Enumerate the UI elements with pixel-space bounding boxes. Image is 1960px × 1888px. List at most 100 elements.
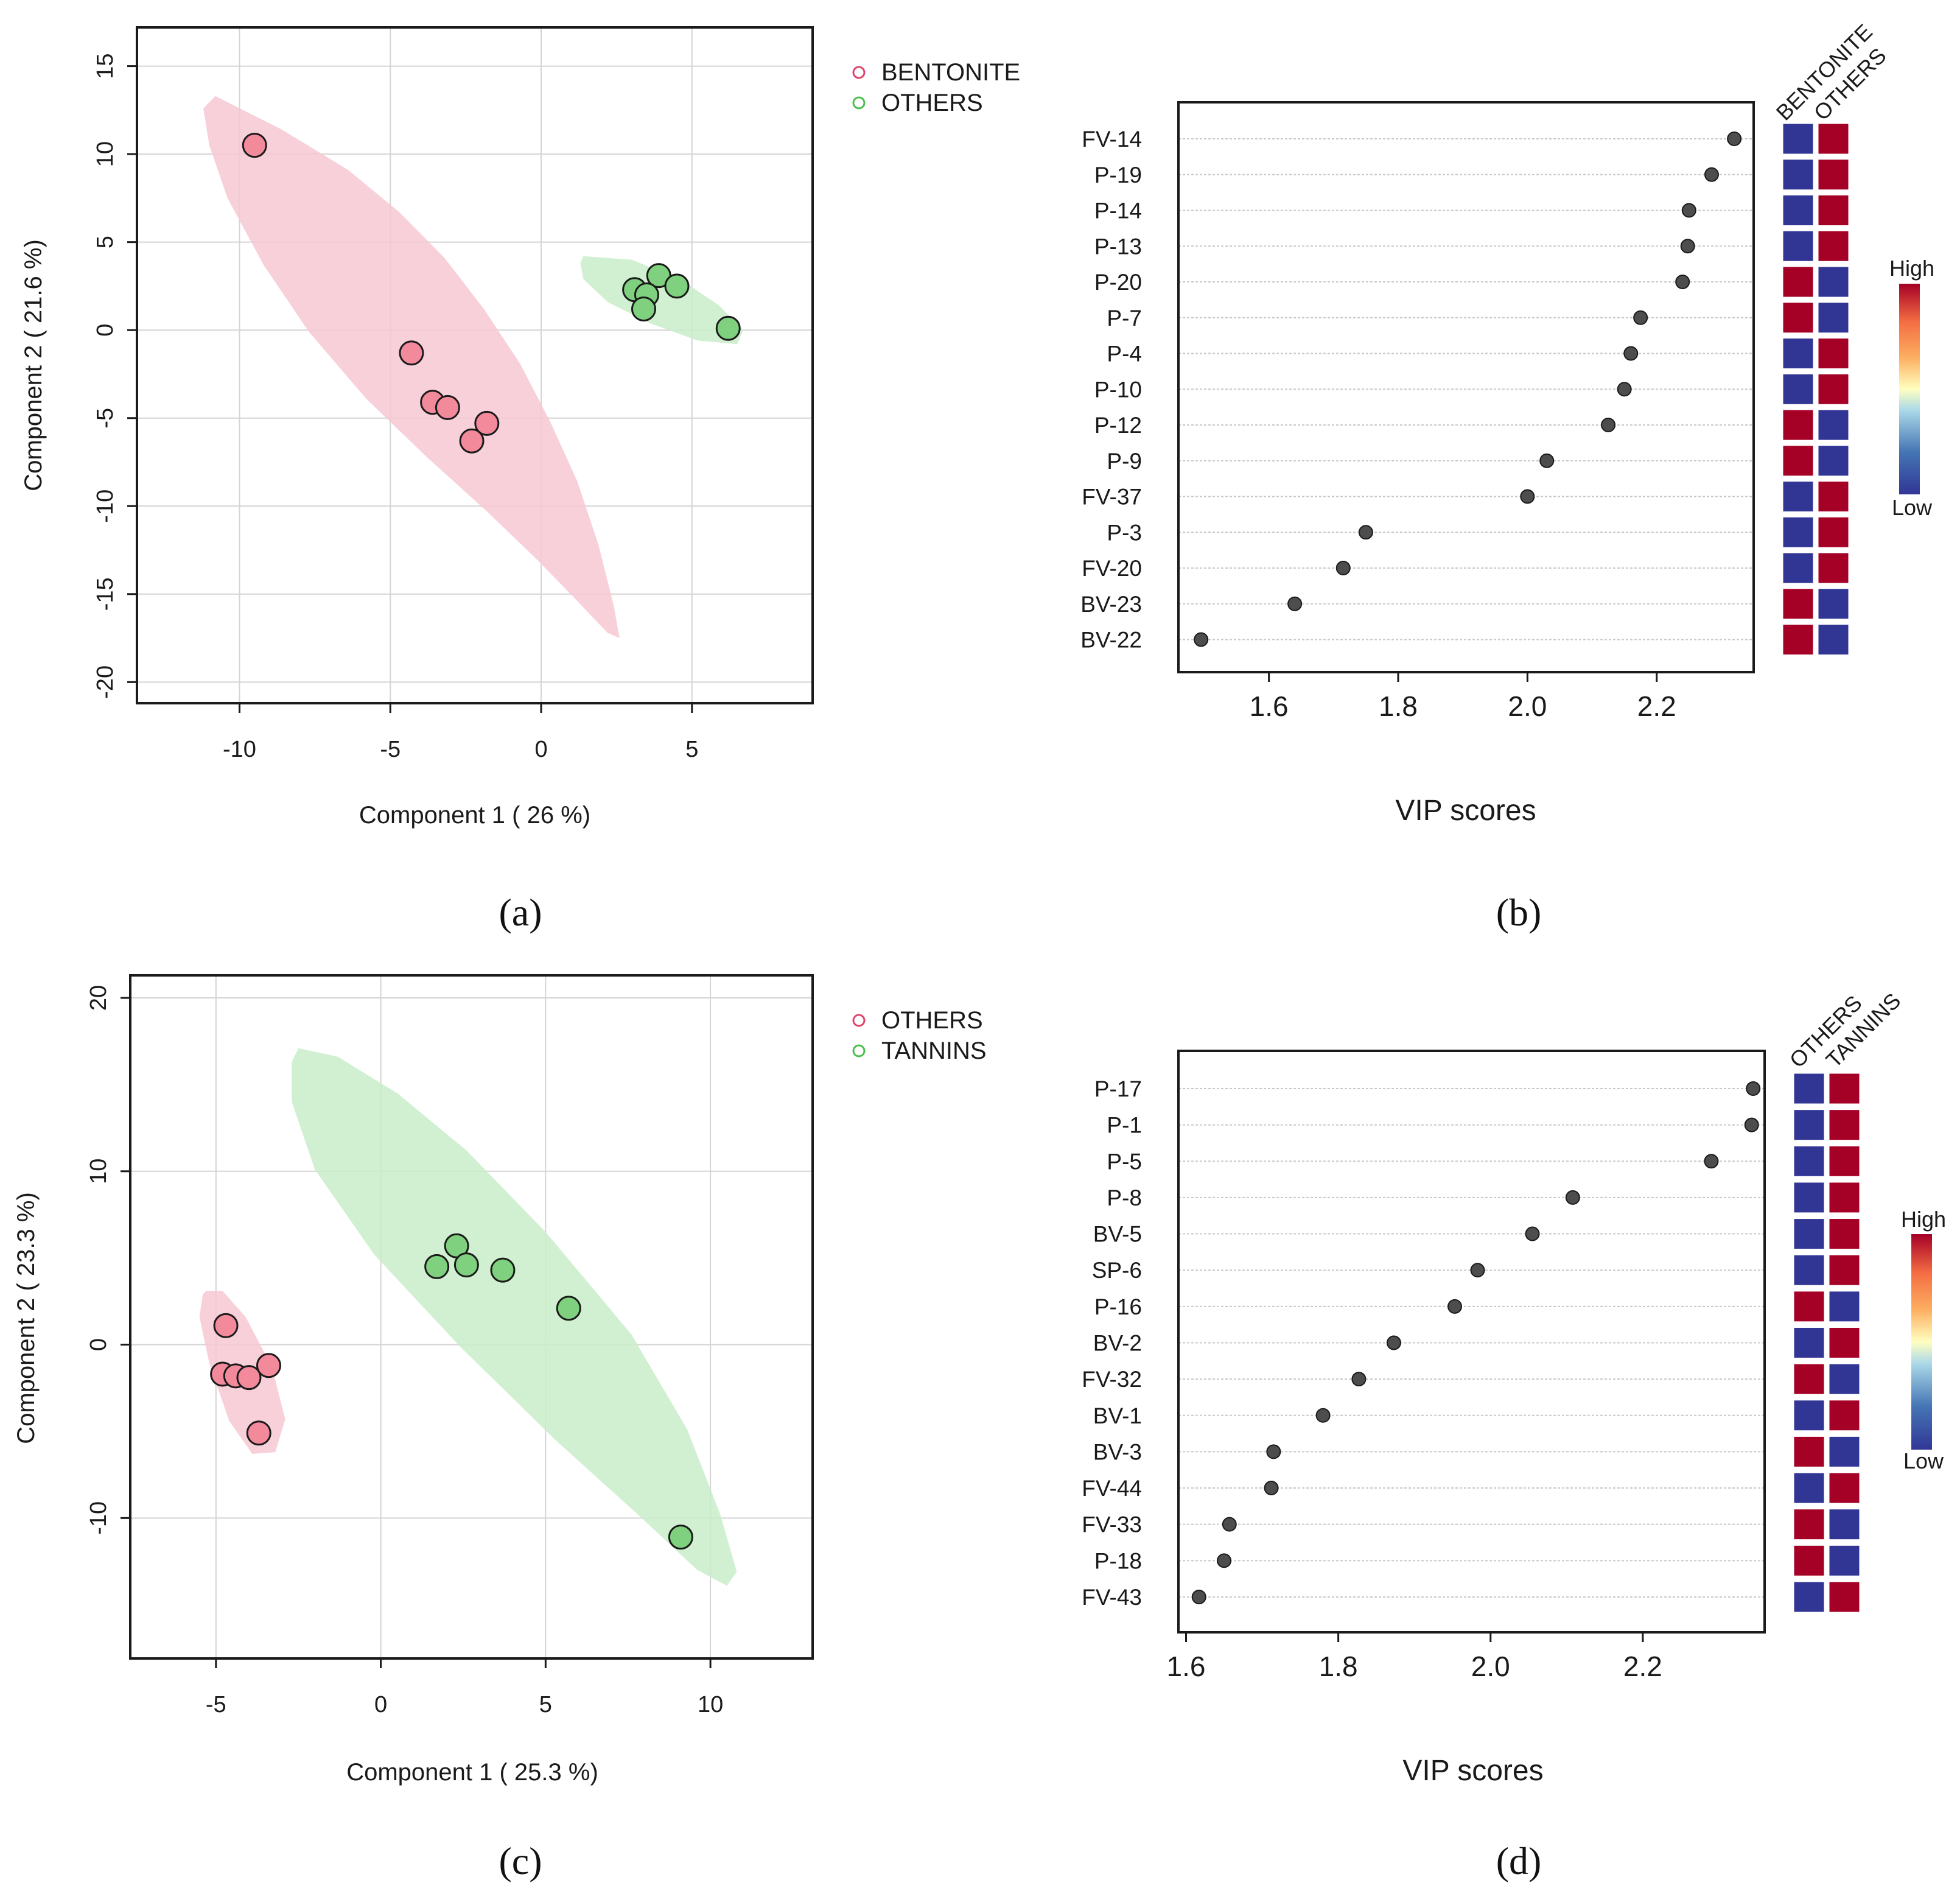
- panel-d-vip-dot-bv-2: [1386, 1335, 1401, 1350]
- panel-d-heat-cell-p-16-others: [1792, 1290, 1826, 1324]
- panel-d-feature-label: BV-5: [1093, 1222, 1142, 1247]
- panel-b-feature-label: P-9: [1107, 449, 1142, 474]
- panel-a-point-bentonite: [399, 340, 424, 366]
- panel-c: -5 0 5 10 -10 0 10 20 Component 1 ( 25.3 %) Co…: [13, 974, 987, 1883]
- panel-d-feature-label: SP-6: [1092, 1258, 1142, 1283]
- panel-a-plot-frame: [136, 26, 814, 704]
- panel-b-feature-label: FV-20: [1082, 556, 1142, 581]
- panel-d-rows: P-17 P-1 P-5 P-8 BV-5 SP-6 P-16 BV-2 FV-32 BV-1 BV…: [1082, 1076, 1765, 1610]
- panel-b-heat-cell-fv-14-bentonite: [1781, 122, 1815, 156]
- panel-b-heat-cell-p-4-bentonite: [1781, 337, 1815, 370]
- panel-b-heat-cell-p-20-bentonite: [1781, 265, 1815, 299]
- panel-b-feature-label: BV-22: [1080, 628, 1142, 653]
- panel-d-heat-cell-bv-3-tannins: [1827, 1434, 1861, 1469]
- panel-b-vip-dot-p-13: [1680, 239, 1695, 254]
- panel-b-vip-dot-fv-14: [1727, 132, 1742, 146]
- panel-b-x-tick-label: 2.2: [1637, 690, 1676, 722]
- panel-d-heat-cell-p-1-others: [1792, 1108, 1826, 1142]
- panel-b-vip-dot-bv-22: [1194, 632, 1209, 647]
- panel-b-feature-label: P-3: [1107, 520, 1142, 545]
- panel-d-feature-label: BV-2: [1093, 1330, 1142, 1355]
- legend-label-others: OTHERS: [881, 89, 983, 116]
- panel-c-point-others: [236, 1365, 262, 1391]
- panel-b-vip-dot-p-20: [1675, 275, 1690, 289]
- panel-d-vip-dot-sp-6: [1470, 1263, 1485, 1278]
- panel-d-heat-cell-fv-43-others: [1792, 1580, 1826, 1614]
- legend-marker-others: [852, 1014, 866, 1027]
- panel-d-feature-label: P-1: [1107, 1113, 1142, 1138]
- panel-a-x-ticks: -10 -5 0 5: [223, 703, 698, 762]
- panel-b-x-tick-label: 1.6: [1250, 690, 1289, 722]
- panel-b-heat-cell-fv-14-others: [1816, 122, 1850, 156]
- panel-d-caption: (d): [1496, 1839, 1542, 1883]
- panel-c-point-tannins: [424, 1254, 450, 1279]
- panel-b-heat-cell-p-7-bentonite: [1781, 301, 1815, 335]
- panel-b-vip-dot-p-7: [1633, 310, 1648, 325]
- panel-c-y-tick-label: 20: [86, 985, 111, 1011]
- panel-b-x-tick-label: 2.0: [1508, 690, 1547, 722]
- panel-b-heat-cell-p-3-bentonite: [1781, 515, 1815, 549]
- panel-c-x-tick-label: 5: [539, 1692, 552, 1718]
- panel-d-heat-cell-fv-33-tannins: [1827, 1507, 1861, 1542]
- panel-a-y-tick-label: 10: [93, 141, 118, 167]
- panel-b-key-high-label: High: [1889, 256, 1934, 281]
- panel-d-vip-dot-p-17: [1746, 1081, 1761, 1096]
- panel-a-point-others: [664, 273, 690, 299]
- panel-d-vip-dot-p-8: [1565, 1190, 1580, 1205]
- panel-b-vip-dot-p-12: [1601, 418, 1616, 432]
- panel-c-x-tick-label: -5: [206, 1692, 226, 1718]
- panel-a-y-tick-label: 0: [93, 324, 118, 337]
- panel-d-x-tick-label: 2.0: [1471, 1651, 1510, 1682]
- panel-d-vip-dot-fv-43: [1191, 1589, 1206, 1604]
- panel-c-legend: OTHERS TANNINS: [852, 1007, 987, 1064]
- panel-c-point-tannins: [556, 1296, 581, 1321]
- legend-label-bentonite: BENTONITE: [881, 59, 1020, 86]
- panel-d-heat-cell-bv-5-tannins: [1827, 1217, 1861, 1251]
- panel-d-x-tick-label: 1.6: [1167, 1651, 1206, 1682]
- panel-b-x-tick-label: 1.8: [1379, 690, 1418, 722]
- panel-a-y-axis-label: Component 2 ( 21.6 %): [20, 239, 47, 491]
- panel-b-heat-cell-p-3-others: [1816, 515, 1850, 549]
- legend-marker-bentonite: [852, 66, 866, 79]
- panel-d-heat-cell-fv-44-others: [1792, 1471, 1826, 1505]
- panel-b-vip-dot-p-10: [1617, 382, 1632, 397]
- panel-c-points: [210, 1233, 693, 1550]
- panel-d-vip-dot-bv-1: [1315, 1408, 1331, 1423]
- panel-d-heat-cell-p-1-tannins: [1827, 1108, 1861, 1142]
- panel-d-heat-cell-p-8-others: [1792, 1181, 1826, 1215]
- panel-d-heat-cell-bv-5-others: [1792, 1217, 1826, 1251]
- panel-d-vip-dot-p-5: [1704, 1154, 1719, 1169]
- panel-c-x-tick-label: 10: [698, 1692, 723, 1718]
- panel-c-y-tick-label: 0: [86, 1338, 111, 1351]
- panel-c-point-others: [256, 1353, 281, 1378]
- panel-c-caption: (c): [499, 1839, 542, 1883]
- panel-a-x-tick-label: -10: [223, 737, 256, 762]
- panel-d-heat-cell-fv-43-tannins: [1827, 1580, 1861, 1614]
- panel-d-heat-cell-p-16-tannins: [1827, 1290, 1861, 1324]
- panel-c-x-axis-label: Component 1 ( 25.3 %): [346, 1759, 598, 1786]
- panel-d-vip-dot-p-18: [1217, 1553, 1232, 1568]
- panel-c-point-others: [246, 1420, 271, 1446]
- panel-a-point-bentonite: [474, 410, 500, 436]
- panel-d-heat-cell-fv-32-others: [1792, 1362, 1826, 1396]
- legend-label-tannins: TANNINS: [881, 1037, 987, 1064]
- panel-b-heat-cell-p-10-bentonite: [1781, 372, 1815, 406]
- panel-a-x-tick-label: 5: [685, 737, 698, 762]
- panel-d-heat-cell-p-17-others: [1792, 1072, 1826, 1106]
- panel-d-feature-label: P-18: [1094, 1548, 1142, 1573]
- panel-b-heat-cell-p-9-bentonite: [1781, 444, 1815, 478]
- panel-b-color-key: High Low: [1889, 256, 1934, 520]
- panel-a-y-tick-label: 5: [93, 236, 118, 248]
- panel-a-point-bentonite: [242, 133, 267, 158]
- legend-marker-tannins: [852, 1044, 866, 1058]
- panel-c-point-others: [213, 1313, 239, 1338]
- panel-b-key-low-label: Low: [1892, 495, 1933, 520]
- panel-d-heat-cell-p-17-tannins: [1827, 1072, 1861, 1106]
- panel-d-heatmap: [1792, 1072, 1861, 1614]
- panel-d-feature-label: P-16: [1094, 1294, 1142, 1319]
- panel-d-heat-cell-fv-32-tannins: [1827, 1362, 1861, 1396]
- panel-d-vip-dot-bv-3: [1266, 1444, 1281, 1459]
- panel-b-heat-cell-p-7-others: [1816, 301, 1850, 335]
- panel-c-x-ticks: -5 0 5 10: [206, 1658, 723, 1718]
